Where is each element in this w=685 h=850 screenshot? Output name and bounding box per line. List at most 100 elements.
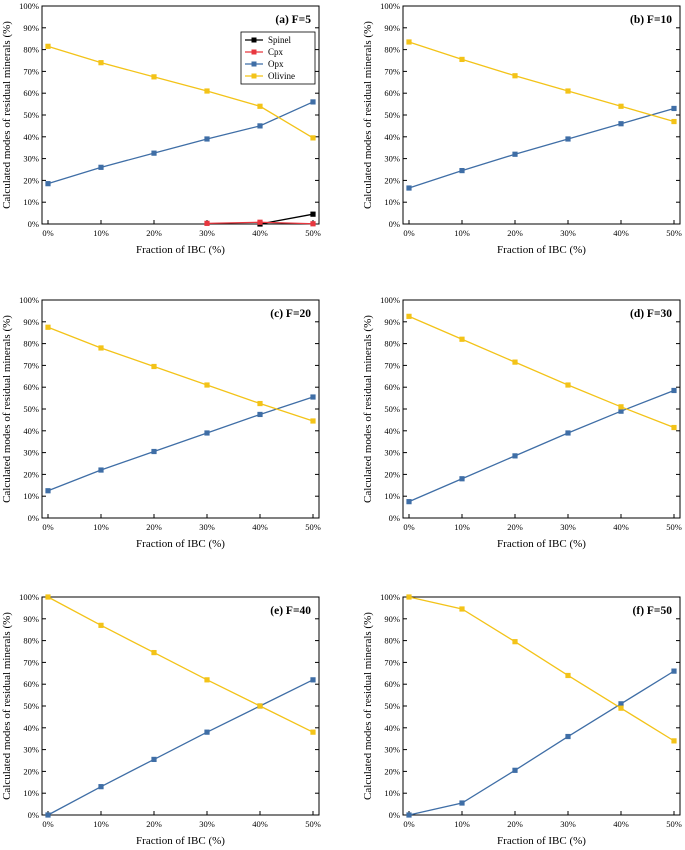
data-point-olivine [406, 39, 412, 45]
y-tick-label: 80% [384, 339, 400, 349]
x-tick-label: 0% [42, 819, 53, 829]
series-line-olivine [408, 596, 675, 742]
x-tick-label: 30% [560, 228, 576, 238]
panel-title: (e) F=40 [270, 605, 311, 617]
data-point-opx [671, 105, 677, 112]
data-point-opx [406, 499, 412, 505]
data-point-opx [565, 136, 571, 142]
data-point-olivine [98, 622, 104, 628]
x-tick-label: 50% [305, 819, 321, 829]
data-point-cpx [204, 220, 210, 226]
series-olivine [45, 324, 316, 424]
plot-frame [402, 299, 681, 519]
data-point-olivine [257, 400, 263, 407]
series-line-olivine [47, 45, 314, 139]
y-tick-label: 100% [380, 295, 400, 305]
x-tick-label: 0% [403, 228, 414, 238]
series-line-olivine [47, 326, 314, 422]
data-point-olivine [618, 404, 624, 410]
data-point-opx [459, 476, 465, 482]
y-tick-label: 40% [384, 132, 400, 142]
data-point-olivine [512, 359, 518, 365]
y-tick-label: 50% [23, 110, 39, 120]
data-point-opx [618, 408, 624, 414]
x-tick-label: 40% [613, 819, 629, 829]
data-point-olivine [151, 649, 157, 656]
data-point-opx [459, 800, 465, 806]
data-point-opx [204, 729, 210, 735]
y-tick-label: 30% [384, 154, 400, 164]
x-axis-label: Fraction of IBC (%) [497, 538, 586, 550]
series-opx [45, 677, 316, 818]
data-point-olivine [671, 118, 677, 125]
data-point-olivine [565, 382, 571, 388]
y-tick-label: 100% [19, 1, 39, 11]
data-point-olivine [98, 345, 104, 351]
data-point-olivine [459, 56, 465, 63]
panel-title: (f) F=50 [633, 605, 673, 617]
plot-frame [402, 5, 681, 225]
x-tick-label: 40% [252, 819, 268, 829]
data-point-opx [151, 448, 157, 455]
x-tick-label: 0% [403, 819, 414, 829]
x-tick-label: 50% [305, 522, 321, 532]
data-point-olivine [257, 703, 263, 709]
data-point-opx [618, 121, 624, 127]
series-opx [45, 394, 316, 494]
data-point-opx [512, 453, 518, 459]
data-point-opx [98, 784, 104, 790]
y-tick-label: 80% [384, 636, 400, 646]
y-tick-label: 100% [19, 295, 39, 305]
series-opx [406, 105, 677, 191]
y-tick-label: 10% [384, 491, 400, 501]
y-tick-label: 50% [384, 701, 400, 711]
legend-marker-opx [251, 61, 257, 67]
chart-panel-f: 0% 10% 20% 30% 40% 50% 60% 70% 80% 90% 100% 0% 10% 20… [362, 592, 682, 847]
y-tick-label: 10% [23, 788, 39, 798]
data-point-olivine [310, 135, 316, 141]
y-tick-label: 70% [384, 657, 400, 667]
data-point-olivine [618, 705, 624, 711]
x-tick-label: 10% [454, 819, 470, 829]
y-tick-label: 30% [23, 745, 39, 755]
y-tick-label: 60% [384, 88, 400, 98]
series-line-opx [408, 107, 675, 189]
y-tick-label: 100% [380, 1, 400, 11]
data-point-opx [45, 181, 51, 187]
data-point-olivine [459, 336, 465, 342]
y-tick-label: 30% [23, 448, 39, 458]
y-tick-label: 60% [23, 382, 39, 392]
data-point-olivine [151, 74, 157, 80]
x-axis-label: Fraction of IBC (%) [497, 835, 586, 847]
data-point-opx [98, 164, 104, 170]
data-point-opx [151, 150, 157, 156]
y-tick-label: 50% [23, 701, 39, 711]
y-tick-label: 80% [384, 45, 400, 55]
y-tick-label: 50% [384, 404, 400, 414]
x-tick-label: 0% [42, 522, 53, 532]
y-tick-label: 20% [384, 766, 400, 776]
y-tick-label: 60% [23, 679, 39, 689]
y-tick-label: 20% [23, 766, 39, 776]
y-tick-label: 10% [23, 197, 39, 207]
x-axis-label: Fraction of IBC (%) [136, 538, 225, 550]
data-point-opx [45, 488, 51, 494]
y-tick-label: 60% [384, 382, 400, 392]
data-point-olivine [512, 73, 518, 79]
x-tick-label: 30% [199, 819, 215, 829]
legend-marker-olivine [251, 73, 257, 79]
data-point-olivine [45, 594, 51, 600]
y-tick-label: 70% [23, 360, 39, 370]
x-tick-label: 30% [199, 228, 215, 238]
y-tick-label: 20% [384, 175, 400, 185]
data-point-spinel [310, 211, 316, 217]
series-olivine [45, 594, 316, 735]
y-tick-label: 100% [380, 592, 400, 602]
x-tick-label: 30% [199, 522, 215, 532]
data-point-olivine [618, 103, 624, 109]
legend-marker-cpx [251, 49, 257, 55]
data-point-opx [406, 812, 412, 818]
x-tick-label: 50% [305, 228, 321, 238]
data-point-olivine [310, 729, 316, 735]
